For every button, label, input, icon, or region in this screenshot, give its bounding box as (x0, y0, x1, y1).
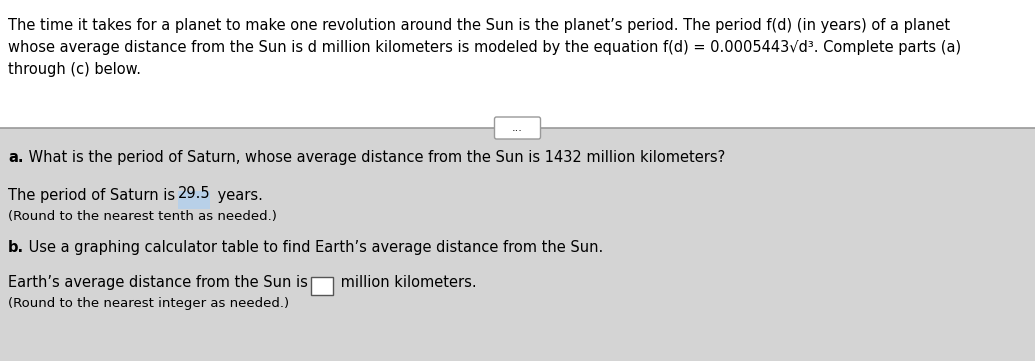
Bar (0, 0, 1035, 128)
Text: ...: ... (512, 123, 523, 133)
Bar (310, 277, 332, 295)
Text: a.: a. (8, 150, 24, 165)
Text: (Round to the nearest integer as needed.): (Round to the nearest integer as needed.… (8, 297, 289, 310)
Text: What is the period of Saturn, whose average distance from the Sun is 1432 millio: What is the period of Saturn, whose aver… (24, 150, 726, 165)
Text: Earth’s average distance from the Sun is: Earth’s average distance from the Sun is (8, 275, 313, 290)
Text: years.: years. (213, 188, 263, 203)
Text: million kilometers.: million kilometers. (336, 275, 477, 290)
Text: The time it takes for a planet to make one revolution around the Sun is the plan: The time it takes for a planet to make o… (8, 18, 950, 33)
Text: b.: b. (8, 240, 24, 255)
Bar (178, 191, 210, 209)
Text: The period of Saturn is: The period of Saturn is (8, 188, 180, 203)
Text: through (c) below.: through (c) below. (8, 62, 141, 77)
FancyBboxPatch shape (495, 117, 540, 139)
Text: (Round to the nearest tenth as needed.): (Round to the nearest tenth as needed.) (8, 210, 277, 223)
Text: Use a graphing calculator table to find Earth’s average distance from the Sun.: Use a graphing calculator table to find … (24, 240, 603, 255)
Text: whose average distance from the Sun is d million kilometers is modeled by the eq: whose average distance from the Sun is d… (8, 40, 962, 55)
Text: 29.5: 29.5 (177, 187, 210, 201)
